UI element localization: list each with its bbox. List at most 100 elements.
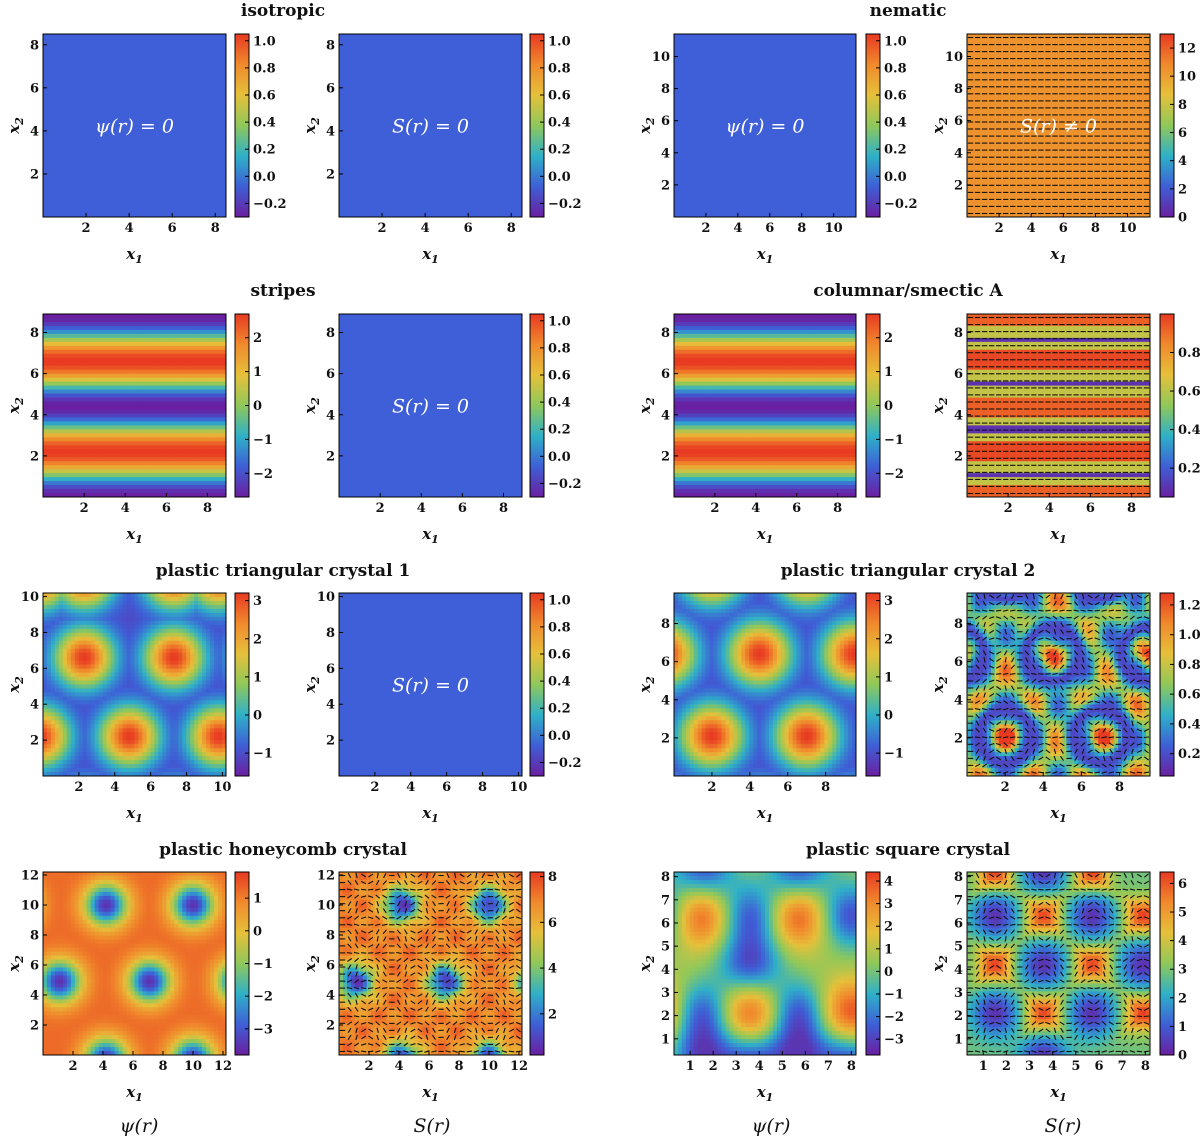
heatmap-cell [170, 377, 175, 383]
heatmap-cell [812, 317, 818, 323]
heatmap-cell [832, 457, 837, 462]
heatmap-cell [182, 314, 187, 319]
heatmap-cell [709, 381, 715, 387]
heatmap-cell [162, 317, 167, 323]
y-tick-label: 2 [661, 178, 670, 193]
heatmap-cell [681, 421, 687, 426]
heatmap-cell [118, 441, 124, 446]
heatmap-cell [812, 361, 818, 367]
heatmap-cell [90, 325, 96, 331]
heatmap-cell [772, 381, 778, 387]
heatmap-cell [828, 417, 833, 423]
heatmap-cell [832, 429, 837, 434]
heatmap-cell [820, 421, 825, 426]
heatmap-cell [697, 485, 703, 490]
heatmap-cell [709, 449, 715, 454]
heatmap-cell [70, 465, 76, 470]
heatmap-cell [206, 365, 211, 371]
heatmap-cell [62, 421, 68, 426]
heatmap-cell [122, 397, 128, 403]
plot-frame [673, 33, 857, 218]
heatmap-cell [765, 401, 770, 407]
heatmap-cell [142, 437, 148, 442]
heatmap-cell [202, 365, 207, 371]
heatmap-cell [768, 409, 774, 415]
heatmap-cell [174, 433, 179, 438]
heatmap-cell [792, 493, 798, 497]
heatmap-cell [828, 337, 833, 343]
x-tick-label: 4 [121, 501, 130, 516]
heatmap-cell [792, 461, 798, 466]
heatmap-cell [70, 333, 76, 339]
heatmap-cell [677, 409, 683, 415]
heatmap-cell [110, 445, 116, 450]
heatmap-cell [776, 441, 782, 446]
heatmap-cell [138, 477, 144, 482]
heatmap-cell [796, 421, 802, 426]
heatmap-cell [58, 321, 64, 327]
heatmap-cell [804, 437, 810, 442]
heatmap-cell [202, 373, 207, 379]
heatmap-cell [210, 365, 215, 371]
heatmap-cell [66, 377, 72, 383]
heatmap-cell [689, 417, 695, 423]
heatmap-cell [102, 465, 108, 470]
x-axis-label: x1 [1049, 245, 1067, 266]
heatmap-cell [772, 329, 778, 335]
heatmap-cell [808, 373, 814, 379]
heatmap-cell [98, 314, 104, 319]
colorbar-tick-label: 2 [1178, 182, 1187, 197]
heatmap-cell [70, 329, 76, 335]
heatmap-cell [222, 469, 226, 474]
heatmap-cell [74, 345, 80, 351]
heatmap-cell [749, 333, 754, 339]
heatmap-cell [776, 473, 782, 478]
heatmap-cell [74, 397, 80, 403]
heatmap-cell [674, 409, 679, 415]
heatmap-cell [816, 314, 821, 319]
heatmap-cell [721, 385, 727, 391]
heatmap-cell [792, 397, 798, 403]
heatmap-cell [43, 389, 48, 395]
heatmap-cell [677, 317, 683, 323]
heatmap-cell [677, 349, 683, 355]
heatmap-cell [142, 425, 148, 430]
heatmap-cell [828, 329, 833, 335]
heatmap-cell [50, 385, 56, 391]
colorbar-gradient [529, 313, 545, 498]
heatmap-cell [178, 397, 183, 403]
heatmap-cell [98, 329, 104, 335]
heatmap-cell [697, 417, 703, 423]
heatmap-cell [717, 357, 723, 363]
heatmap-cell [840, 329, 845, 335]
heatmap-cell [761, 485, 766, 490]
heatmap-cell [701, 401, 707, 407]
heatmap-cell [701, 409, 707, 415]
heatmap-cell [94, 317, 100, 323]
heatmap-cell [745, 409, 750, 415]
heatmap-cell [780, 409, 786, 415]
heatmap-cell [733, 417, 738, 423]
heatmap-cell [761, 493, 766, 497]
heatmap-cell [836, 393, 841, 399]
heatmap-cell [808, 465, 814, 470]
heatmap-cell [816, 437, 821, 442]
heatmap-cell [737, 325, 742, 331]
heatmap-cell [713, 361, 719, 367]
heatmap-cell [54, 493, 60, 497]
heatmap-cell [836, 413, 841, 419]
heatmap-cell [130, 405, 136, 411]
heatmap-cell [142, 413, 148, 419]
heatmap-cell [808, 485, 814, 490]
heatmap-cell [761, 405, 766, 411]
heatmap-cell [178, 425, 183, 430]
heatmap-cell [138, 441, 144, 446]
heatmap-cell [685, 453, 691, 458]
heatmap-cell [110, 377, 116, 383]
heatmap-cell [693, 314, 699, 319]
heatmap-cell [725, 317, 730, 323]
heatmap-cell [677, 441, 683, 446]
heatmap-cell [840, 357, 845, 363]
heatmap-cell [677, 389, 683, 395]
heatmap-cell [174, 361, 179, 367]
